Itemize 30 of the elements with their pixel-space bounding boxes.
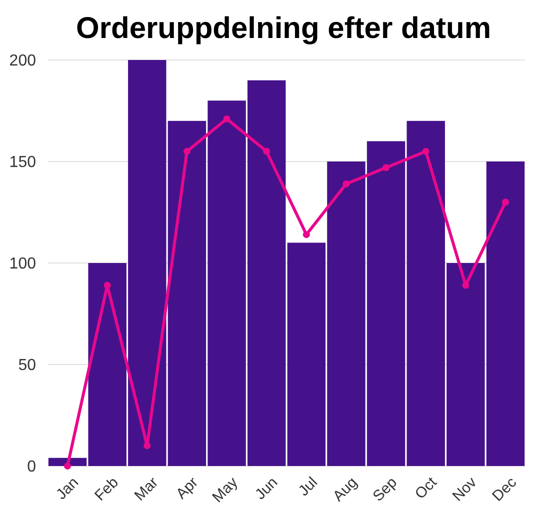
point	[64, 462, 72, 470]
point	[104, 282, 111, 289]
x-tick-label: Sep	[370, 474, 401, 505]
point	[223, 115, 230, 122]
x-tick-label: Jan	[52, 474, 82, 504]
x-tick-label: Mar	[131, 474, 162, 504]
y-tick-label: 150	[9, 154, 36, 172]
point	[144, 442, 151, 450]
x-tick-label: Jul	[295, 474, 321, 500]
x-tick-label: Dec	[489, 474, 520, 505]
y-tick-label: 50	[18, 357, 36, 374]
x-tick-label: May	[209, 474, 242, 506]
y-tick-label: 100	[9, 256, 36, 273]
point	[382, 164, 390, 172]
x-tick-label: Nov	[449, 474, 481, 505]
x-tick-label: Apr	[172, 474, 202, 503]
x-tick-label: Oct	[412, 473, 441, 503]
point	[422, 148, 430, 155]
point	[263, 148, 270, 155]
x-tick-label: Jun	[252, 474, 282, 504]
point	[302, 231, 310, 238]
point	[462, 282, 470, 289]
x-tick-label: Aug	[330, 474, 361, 505]
point	[502, 198, 509, 206]
y-tick-label: 200	[9, 52, 36, 70]
point	[183, 148, 190, 155]
x-tick-label: Feb	[92, 474, 122, 504]
point	[342, 180, 350, 188]
y-tick-label: 0	[27, 458, 36, 476]
chart-title: Orderuppdelning efter datum	[76, 12, 492, 45]
